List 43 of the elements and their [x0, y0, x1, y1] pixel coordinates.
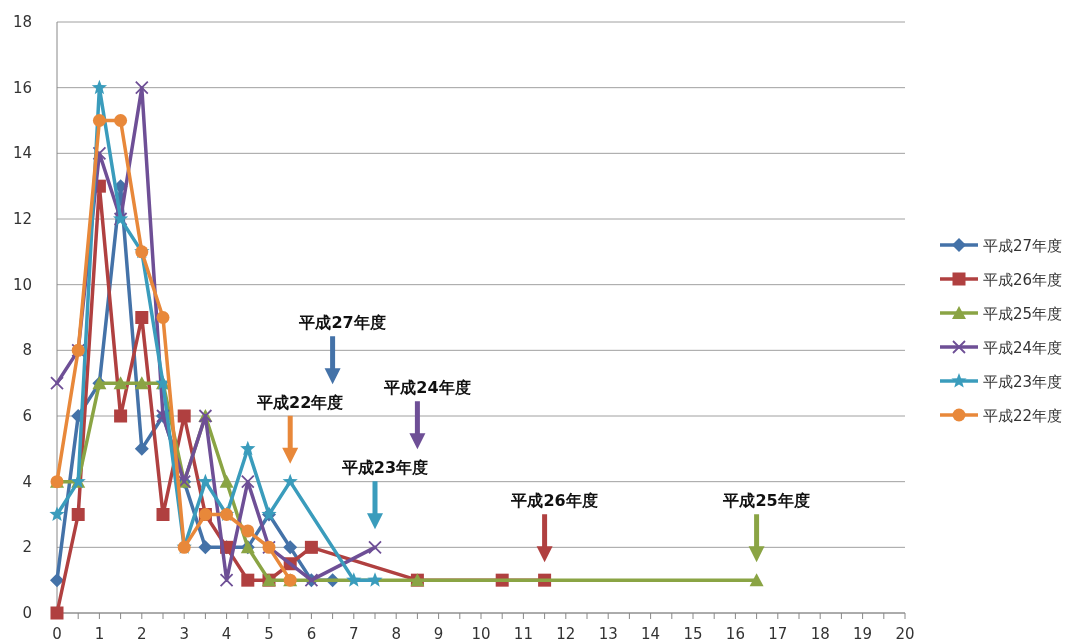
x-tick-label: 9: [433, 625, 444, 643]
x-tick-label: 15: [683, 625, 703, 643]
x-tick-label: 1: [94, 625, 105, 643]
x-tick-label: 4: [221, 625, 232, 643]
x-tick-label: 8: [391, 625, 401, 643]
y-tick-label: 8: [22, 341, 32, 360]
x-tick-label: 10: [471, 625, 491, 643]
legend-label: 平成27年度: [983, 237, 1063, 255]
annotation: 平成23年度: [340, 458, 429, 478]
legend-label: 平成26年度: [983, 271, 1063, 289]
x-tick-label: 12: [556, 625, 576, 643]
x-tick-label: 16: [725, 625, 745, 643]
y-tick-label: 2: [22, 538, 32, 557]
annotation: 平成22年度: [256, 392, 344, 412]
legend-label: 平成23年度: [983, 373, 1063, 391]
x-tick-label: 6: [306, 625, 317, 643]
x-tick-label: 14: [641, 625, 661, 643]
y-tick-label: 0: [22, 604, 32, 622]
x-tick-label: 3: [179, 625, 189, 643]
annotation: 平成25年度: [722, 491, 810, 511]
annotation: 平成26年度: [510, 491, 598, 511]
annotation: 平成27年度: [298, 313, 386, 333]
y-tick-label: 14: [12, 144, 32, 163]
x-tick-label: 17: [768, 625, 788, 643]
x-tick-label: 13: [598, 625, 618, 643]
x-tick-label: 20: [895, 625, 915, 643]
x-tick-label: 19: [853, 625, 873, 643]
y-tick-label: 12: [12, 210, 32, 228]
legend-label: 平成24年度: [983, 339, 1063, 357]
y-tick-label: 4: [22, 472, 32, 491]
x-tick-label: 5: [264, 625, 274, 643]
annotation: 平成24年度: [383, 378, 471, 398]
y-tick-label: 6: [22, 407, 32, 425]
x-tick-label: 18: [810, 625, 830, 643]
x-tick-label: 2: [137, 625, 147, 643]
x-tick-label: 11: [513, 625, 533, 643]
x-tick-label: 0: [52, 625, 62, 643]
y-tick-label: 10: [12, 275, 32, 294]
x-tick-label: 7: [349, 625, 359, 643]
legend-label: 平成25年度: [983, 305, 1063, 323]
y-tick-label: 16: [12, 78, 32, 97]
y-tick-label: 18: [12, 13, 32, 31]
legend-label: 平成22年度: [983, 407, 1063, 425]
